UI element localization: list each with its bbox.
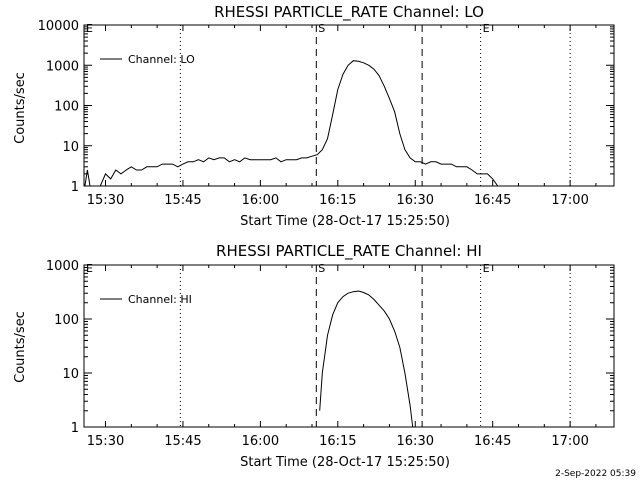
hi-marker-label: S: [318, 262, 325, 275]
lo-x-tick-label: 16:30: [397, 193, 434, 208]
hi-marker-label: E: [483, 262, 490, 275]
lo-x-tick-label: 16:00: [242, 193, 279, 208]
lo-y-axis-label: Counts/sec: [13, 72, 28, 144]
lo-y-tick-label: 100: [54, 100, 79, 115]
hi-y-tick-label: 100: [54, 313, 79, 328]
lo-x-tick-label: 15:45: [164, 193, 201, 208]
hi-x-tick-label: 16:00: [242, 434, 279, 449]
lo-channel-panel: RHESSI PARTICLE_RATE Channel: LO Start T…: [13, 3, 615, 229]
lo-x-tick-label: 17:00: [551, 193, 588, 208]
lo-chart-title: RHESSI PARTICLE_RATE Channel: LO: [214, 3, 484, 22]
lo-series-line: [84, 60, 581, 187]
lo-x-axis-label: Start Time (28-Oct-17 15:25:50): [240, 214, 450, 229]
lo-marker-label: E: [86, 22, 93, 35]
hi-y-axis-label: Counts/sec: [13, 311, 28, 383]
hi-plot-frame: [83, 264, 615, 428]
hi-y-tick-label: 10: [62, 367, 79, 382]
lo-y-tick-label: 10: [62, 140, 79, 155]
hi-x-tick-label: 17:00: [551, 434, 588, 449]
hi-x-axis-label: Start Time (28-Oct-17 15:25:50): [240, 455, 450, 470]
hi-chart-title: RHESSI PARTICLE_RATE Channel: HI: [216, 242, 482, 261]
lo-x-tick-label: 16:45: [474, 193, 511, 208]
hi-x-tick-label: 15:45: [164, 434, 201, 449]
hi-channel-panel: RHESSI PARTICLE_RATE Channel: HI Start T…: [13, 242, 615, 470]
hi-y-tick-label: 1000: [46, 259, 79, 274]
hi-x-tick-label: 16:15: [319, 434, 356, 449]
lo-marker-label: E: [483, 22, 490, 35]
lo-marker-label: S: [318, 22, 325, 35]
hi-x-tick-label: 15:30: [87, 434, 124, 449]
hi-y-tick-label: 1: [71, 421, 79, 436]
lo-plot-frame: [83, 24, 615, 187]
hi-legend-label: Channel: HI: [128, 293, 192, 306]
footer-timestamp: 2-Sep-2022 05:39: [555, 469, 636, 479]
lo-y-tick-label: 10000: [38, 19, 79, 34]
hi-marker-label: E: [86, 262, 93, 275]
hi-series-line: [319, 290, 414, 428]
lo-x-tick-label: 15:30: [87, 193, 124, 208]
hi-x-tick-label: 16:30: [397, 434, 434, 449]
lo-y-tick-label: 1000: [46, 59, 79, 74]
lo-legend-label: Channel: LO: [128, 53, 195, 66]
lo-y-tick-label: 1: [71, 180, 79, 195]
hi-x-tick-label: 16:45: [474, 434, 511, 449]
lo-x-tick-label: 16:15: [319, 193, 356, 208]
